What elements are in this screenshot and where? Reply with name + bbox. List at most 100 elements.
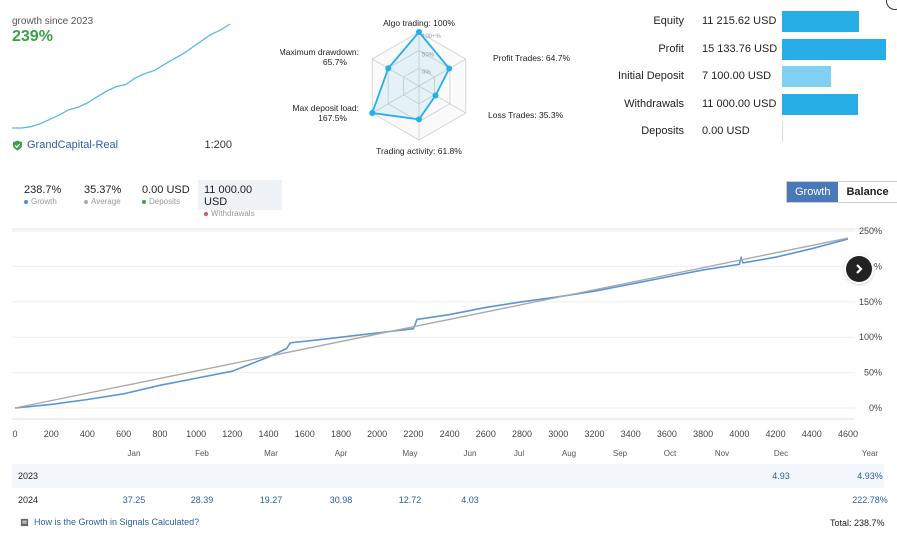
growth-series-line [14,238,849,409]
month-value [494,464,544,488]
month-value: 4.03 [461,495,479,505]
stat-label: Equity [653,15,684,27]
x-tick-label: 1600 [295,429,315,439]
summary-label: Growth [24,197,68,206]
average-series-line [14,237,849,409]
x-tick-label: 2600 [476,429,496,439]
x-tick-label: 4600 [838,429,858,439]
month-value [697,464,747,488]
balance-button[interactable]: Balance [838,182,897,202]
growth-calc-help-link[interactable]: How is the Growth in Signals Calculated? [20,517,199,527]
month-value [756,488,806,512]
year-label: 2024 [18,495,39,505]
summary-tab-average[interactable]: 35.37% Average [78,180,134,210]
stat-value: 0.00 USD [702,125,750,137]
shield-check-icon [12,139,23,151]
radar-axis-label: Max deposit load: [292,103,359,113]
summary-tab-deposits[interactable]: 0.00 USD Deposits [136,180,196,210]
next-arrow-button[interactable] [846,256,872,282]
x-tick-label: 2200 [403,429,423,439]
summary-value: 11 000.00 USD [204,184,253,208]
x-tick-label: 4400 [802,429,822,439]
x-tick-label: 2400 [440,429,460,439]
radar-spoke [372,58,420,87]
summary-tab-withdrawals[interactable]: 11 000.00 USD Withdrawals [198,180,282,218]
month-header: Mar [264,449,278,458]
radar-axis-label: Loss Trades: 35.3% [488,110,564,120]
radar-spoke [418,58,466,87]
summary-label-text: Growth [31,197,57,206]
growth-calc-help-text[interactable]: How is the Growth in Signals Calculated? [34,517,200,527]
x-tick-label: 0 [12,429,17,439]
month-value [595,488,645,512]
month-value [316,464,366,488]
x-tick-label: 200 [44,429,59,439]
month-header: Sep [612,449,628,458]
month-value [697,488,747,512]
legend-dot-icon [24,199,28,204]
growth-chart: 250%200%150%100%50%0%0200400600800100012… [12,226,885,439]
y-tick-label: 150% [859,297,882,307]
growth-button[interactable]: Growth [787,182,839,202]
stat-value: 7 100.00 USD [702,70,772,82]
radar-ring-label: 50% [422,52,435,58]
document-icon [20,518,29,526]
month-header: Feb [195,449,209,458]
broker-name-link[interactable]: GrandCapital-Real [27,139,119,151]
radar-point [432,92,439,99]
broker-row: GrandCapital-Real 1:200 [12,139,232,151]
x-tick-label: 4200 [766,429,786,439]
month-value [544,464,594,488]
month-value: 19.27 [259,495,283,505]
summary-value: 35.37% [84,184,122,196]
x-tick-label: 3400 [621,429,641,439]
stat-bar [782,11,859,32]
month-header: Apr [334,449,348,458]
summary-label-text: Average [91,197,121,206]
month-value: 30.98 [329,495,353,505]
month-value [595,464,645,488]
x-tick-label: 2000 [367,429,387,439]
radar-point [416,29,422,35]
month-header: May [402,449,418,458]
x-tick-label: 1200 [222,429,242,439]
stat-bar [782,38,886,60]
radar-axis-label-value: 65.7% [323,57,348,67]
month-header: Oct [663,449,677,458]
summary-value: 0.00 USD [142,184,190,196]
total-growth: Total: 238.7% [830,518,885,528]
stat-label: Withdrawals [624,97,684,110]
stat-value: 11 215.62 USD [702,15,777,27]
radar-spoke [418,85,466,114]
x-tick-label: 600 [116,429,131,439]
x-tick-label: 1800 [331,429,351,439]
legend-dot-icon [84,199,88,204]
summary-label: Withdrawals [204,209,276,218]
stat-bar [782,93,858,115]
stat-value: 15 133.76 USD [702,42,778,55]
stat-label: Profit [658,42,684,55]
growth-card: growth since 2023 239% GrandCapital-Real… [12,14,232,154]
month-value: 37.25 [122,495,146,505]
year-label: 2023 [18,471,39,481]
stat-label: Initial Deposit [617,70,684,82]
month-header-row: Jan Feb Mar Apr May Jun Jul Aug Sep Oct Nov Dec Year [12,444,884,464]
summary-label: Deposits [142,197,190,206]
mini-growth-chart [12,23,231,129]
stat-bar [782,66,831,87]
month-value: 12.72 [398,495,422,505]
month-header: Year [861,449,879,458]
corner-circle-icon [886,0,897,10]
radar-point [385,65,392,72]
leverage-value: 1:200 [204,139,232,151]
month-header: Jun [463,449,477,458]
radar-spoke [372,85,420,114]
stat-bar [782,121,783,142]
radar-axis-label: Trading activity: 61.8% [376,146,462,156]
summary-label: Average [84,197,128,206]
growth-value: 239% [12,28,53,45]
summary-tab-growth[interactable]: 238.7% Growth [18,180,74,210]
x-tick-label: 800 [152,429,167,439]
radar-ring-label: 100+% [422,34,442,40]
month-header: Nov [714,449,730,458]
